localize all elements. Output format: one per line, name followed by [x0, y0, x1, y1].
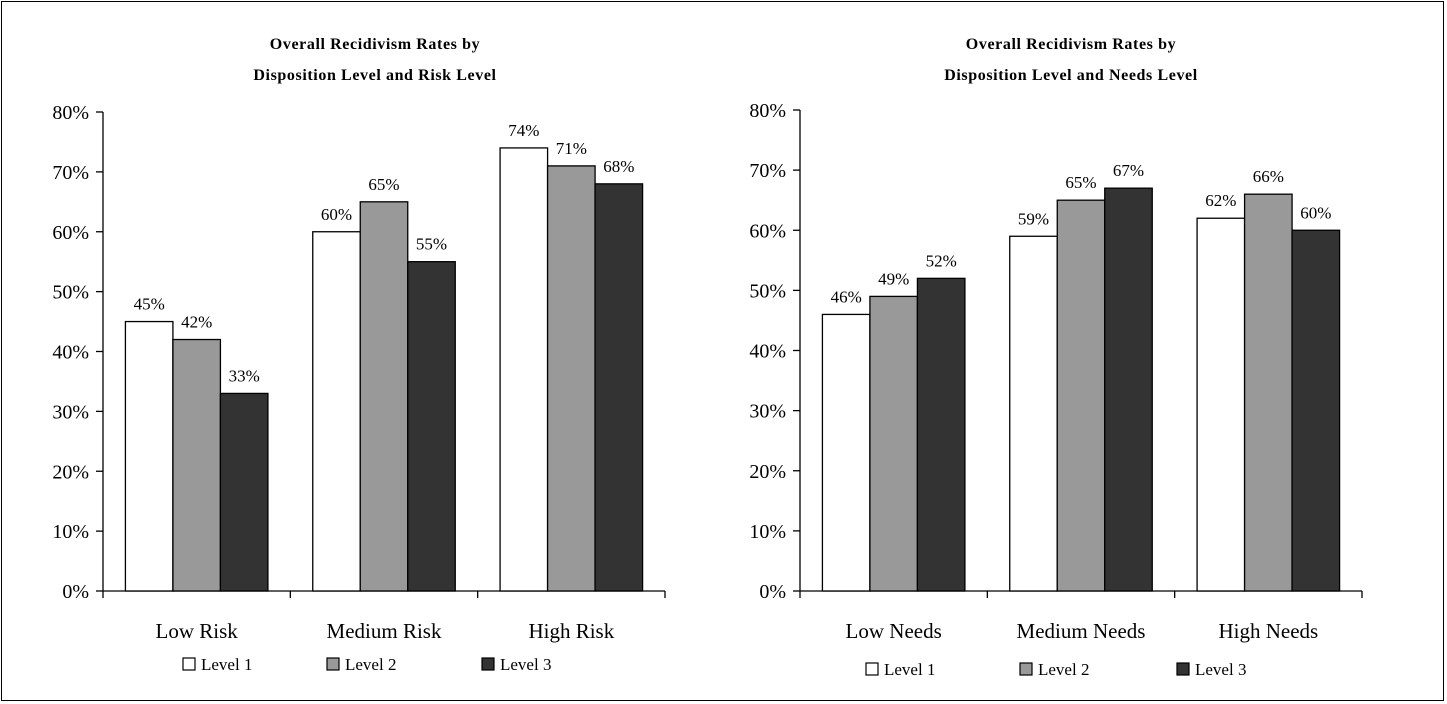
- bar-level-2: [869, 295, 919, 592]
- bar-level-2: [546, 165, 596, 592]
- bar-level-1: [821, 313, 871, 592]
- chart-title: Overall Recidivism Rates by: [966, 36, 1176, 53]
- y-tick-label: 70%: [52, 162, 89, 184]
- legend-label: Level 2: [1038, 660, 1089, 679]
- bar-level-2: [1243, 193, 1293, 592]
- y-tick-label: 40%: [52, 342, 89, 364]
- bar-level-2: [1056, 199, 1106, 592]
- chart-title: Disposition Level and Needs Level: [944, 67, 1198, 84]
- legend-swatch: [1176, 662, 1190, 676]
- legend-label: Level 1: [884, 660, 935, 679]
- y-tick-label: 20%: [52, 461, 89, 483]
- chart-title: Disposition Level and Risk Level: [253, 67, 496, 84]
- bar-level-3: [407, 261, 456, 592]
- y-tick-label: 0%: [759, 581, 786, 603]
- x-category-label: Medium Risk: [327, 619, 442, 643]
- legend-label: Level 1: [201, 655, 252, 674]
- bar-level-1: [124, 320, 174, 592]
- y-tick-label: 30%: [749, 401, 786, 423]
- data-label: 42%: [181, 313, 212, 332]
- bar-level-3: [594, 183, 644, 592]
- y-tick-label: 30%: [52, 401, 89, 423]
- data-label: 60%: [321, 205, 352, 224]
- bar-level-3: [916, 277, 966, 592]
- data-label: 71%: [556, 139, 587, 158]
- bar-level-3: [219, 392, 269, 592]
- y-tick-label: 40%: [749, 341, 786, 363]
- legend-swatch: [1019, 662, 1033, 676]
- data-label: 52%: [926, 251, 957, 270]
- x-category-label: High Risk: [528, 619, 614, 643]
- y-tick-label: 60%: [749, 220, 786, 242]
- y-tick-label: 50%: [749, 280, 786, 302]
- x-category-label: Medium Needs: [1017, 619, 1146, 643]
- y-tick-label: 60%: [52, 222, 89, 244]
- data-label: 49%: [878, 269, 909, 288]
- y-tick-label: 20%: [749, 461, 786, 483]
- bar-level-1: [1196, 217, 1246, 592]
- bar-level-1: [312, 231, 361, 592]
- legend-swatch: [865, 662, 879, 676]
- data-label: 67%: [1113, 161, 1144, 180]
- data-label: 60%: [1300, 203, 1331, 222]
- data-label: 65%: [1065, 173, 1096, 192]
- legend-swatch: [182, 657, 196, 671]
- bar-level-1: [1009, 235, 1058, 592]
- x-category-label: High Needs: [1218, 619, 1318, 643]
- bar-level-2: [172, 338, 222, 592]
- x-category-label: Low Needs: [846, 619, 942, 643]
- data-label: 74%: [508, 121, 539, 140]
- x-category-label: Low Risk: [156, 619, 239, 643]
- legend-swatch: [326, 657, 340, 671]
- bar-level-3: [1104, 187, 1153, 592]
- bar-level-1: [499, 147, 549, 592]
- bar-level-3: [1291, 229, 1341, 592]
- data-label: 59%: [1018, 209, 1049, 228]
- y-tick-label: 80%: [52, 102, 89, 124]
- y-tick-label: 50%: [52, 282, 89, 304]
- legend-label: Level 3: [500, 655, 551, 674]
- legend-label: Level 3: [1195, 660, 1246, 679]
- data-label: 65%: [368, 175, 399, 194]
- legend-label: Level 2: [345, 655, 396, 674]
- y-tick-label: 10%: [52, 521, 89, 543]
- data-label: 66%: [1253, 167, 1284, 186]
- legend-swatch: [481, 657, 495, 671]
- y-tick-label: 10%: [749, 521, 786, 543]
- y-tick-label: 80%: [749, 100, 786, 122]
- bar-level-2: [359, 201, 409, 592]
- chart-title: Overall Recidivism Rates by: [270, 36, 480, 53]
- data-label: 68%: [603, 157, 634, 176]
- data-label: 62%: [1205, 191, 1236, 210]
- y-tick-label: 0%: [62, 581, 89, 603]
- data-label: 46%: [831, 287, 862, 306]
- data-label: 33%: [229, 366, 260, 385]
- data-label: 55%: [416, 235, 447, 254]
- data-label: 45%: [134, 295, 165, 314]
- y-tick-label: 70%: [749, 160, 786, 182]
